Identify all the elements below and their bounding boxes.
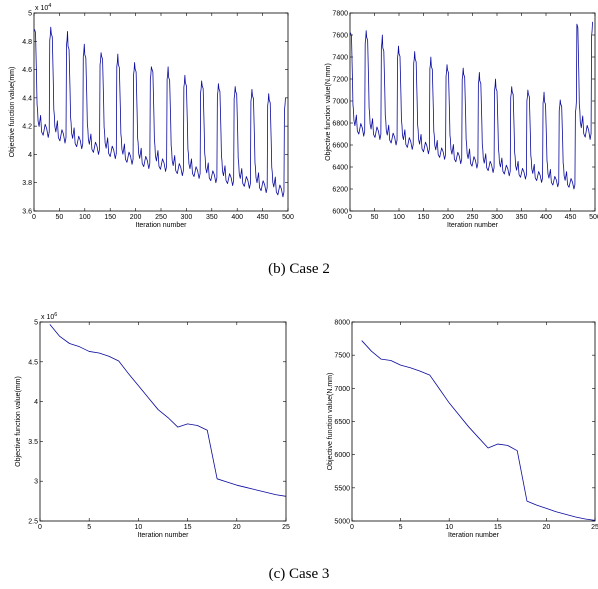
y-tick-label: 4.6	[22, 67, 32, 74]
y-tick-label: 7000	[332, 99, 348, 106]
x-tick-label: 400	[231, 214, 243, 221]
x-tick-label: 350	[206, 214, 218, 221]
x-tick-label: 400	[540, 214, 552, 221]
x-tick-label: 0	[38, 524, 42, 531]
y-tick-label: 5	[34, 320, 38, 327]
x-tick-label: 5	[399, 524, 403, 531]
plot-frame	[39, 321, 287, 522]
y-tick-label: 5500	[334, 485, 350, 492]
x-tick-label: 25	[591, 524, 598, 531]
y-axis-label: Objective function value(N.mm)	[325, 63, 332, 161]
x-tick-label: 0	[348, 214, 352, 221]
caption-case-2: (b) Case 2	[268, 261, 330, 277]
y-tick-label: 3.6	[22, 209, 32, 216]
x-tick-label: 15	[494, 524, 502, 531]
y-tick-label: 7000	[334, 386, 350, 393]
x-tick-label: 0	[32, 214, 36, 221]
y-tick-label: 4.5	[28, 359, 38, 366]
x-tick-label: 200	[442, 214, 454, 221]
y-tick-label: 6800	[332, 121, 348, 128]
x-tick-label: 50	[56, 214, 64, 221]
chart-case2-displacement: 0 50 100 150 200 250 300 350 400 450 500 3.6 3.8 4 4.2…	[9, 3, 294, 229]
y-tick-label: 7400	[332, 55, 348, 62]
y-exponent-label: x 106	[41, 312, 57, 321]
caption-case-3: (c) Case 3	[269, 566, 330, 582]
y-tick-label: 7800	[332, 11, 348, 18]
y-exponent-label: x 104	[35, 3, 51, 12]
y-axis-label: Objective function value(mm)	[9, 67, 16, 158]
x-tick-label: 0	[350, 524, 354, 531]
x-tick-label: 100	[79, 214, 91, 221]
x-tick-label: 25	[282, 524, 290, 531]
x-tick-label: 450	[565, 214, 577, 221]
y-exponent-power: 4	[48, 3, 51, 9]
x-tick-label: 10	[135, 524, 143, 531]
x-tick-label: 250	[467, 214, 479, 221]
y-exponent-power: 6	[54, 312, 57, 318]
y-tick-label: 5000	[334, 519, 350, 526]
x-tick-label: 150	[104, 214, 116, 221]
x-axis-label: Iteration number	[448, 532, 500, 539]
y-tick-label: 4.2	[22, 124, 32, 131]
y-tick-label: 6000	[334, 452, 350, 459]
x-tick-label: 50	[371, 214, 379, 221]
x-tick-label: 15	[184, 524, 192, 531]
y-tick-label: 7500	[334, 353, 350, 360]
chart-case3-force: 0 5 10 15 20 25 5000 5500 6000 6500 7000 7500 8000 It…	[327, 320, 598, 540]
x-tick-label: 10	[445, 524, 453, 531]
series-line	[49, 324, 287, 497]
y-tick-label: 5	[28, 11, 32, 18]
y-tick-label: 7200	[332, 77, 348, 84]
x-axis-label: Iteration number	[447, 222, 499, 229]
x-tick-label: 20	[543, 524, 551, 531]
x-axis-label: Iteration number	[138, 532, 190, 539]
x-axis-label: Iteration number	[136, 222, 188, 229]
y-tick-label: 3.8	[22, 180, 32, 187]
x-tick-label: 500	[589, 214, 598, 221]
y-tick-label: 8000	[334, 320, 350, 327]
y-axis-label: Objective function value(mm)	[15, 376, 22, 467]
x-tick-label: 250	[155, 214, 167, 221]
series-line	[361, 340, 596, 521]
x-tick-label: 150	[418, 214, 430, 221]
y-tick-label: 4	[28, 152, 32, 159]
x-tick-label: 450	[257, 214, 269, 221]
y-tick-label: 6400	[332, 165, 348, 172]
y-tick-label: 3.5	[28, 439, 38, 446]
x-tick-label: 20	[233, 524, 241, 531]
y-tick-label: 6000	[332, 209, 348, 216]
y-tick-label: 4	[34, 399, 38, 406]
series-line	[34, 26, 286, 198]
x-tick-label: 500	[282, 214, 294, 221]
plot-frame	[349, 12, 596, 212]
x-tick-label: 100	[393, 214, 405, 221]
y-tick-label: 6200	[332, 187, 348, 194]
series-line	[350, 21, 593, 190]
y-tick-label: 7600	[332, 33, 348, 40]
plot-frame	[33, 12, 289, 212]
chart-case2-force: 0 50 100 150 200 250 300 350 400 450 500 6000 6200 64…	[325, 11, 598, 230]
y-axis-label: Objective function value(N.mm)	[327, 373, 334, 471]
y-tick-label: 4.4	[22, 95, 32, 102]
x-tick-label: 5	[87, 524, 91, 531]
plot-frame	[351, 321, 596, 522]
x-tick-label: 300	[181, 214, 193, 221]
x-tick-label: 200	[130, 214, 142, 221]
y-tick-label: 6500	[334, 419, 350, 426]
y-tick-label: 6600	[332, 143, 348, 150]
x-tick-label: 300	[491, 214, 503, 221]
y-tick-label: 4.8	[22, 39, 32, 46]
y-tick-label: 2.5	[28, 519, 38, 526]
y-tick-label: 3	[34, 479, 38, 486]
x-tick-label: 350	[516, 214, 528, 221]
